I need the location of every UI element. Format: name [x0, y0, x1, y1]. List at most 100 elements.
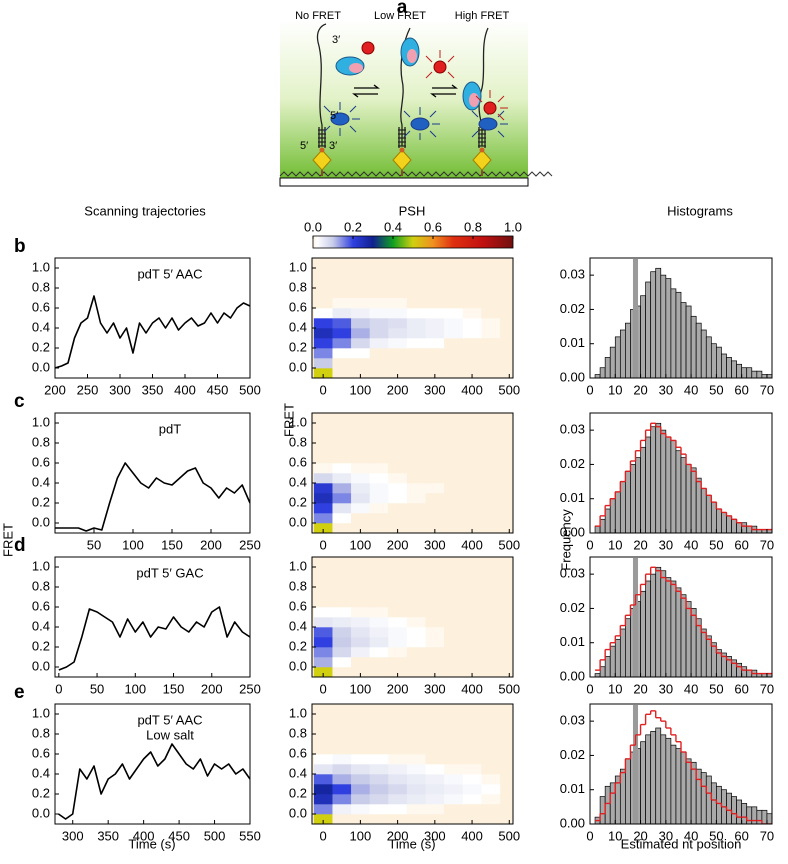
- heat-cell: [388, 814, 408, 824]
- heat-cell: [406, 794, 426, 805]
- bar: [731, 659, 737, 677]
- heat-cell: [406, 627, 426, 638]
- heat-cell: [425, 744, 445, 755]
- annotation: pdT: [159, 421, 181, 436]
- trajectory: [55, 462, 250, 532]
- heat-cell: [444, 607, 464, 618]
- heat-cell: [313, 493, 333, 504]
- x-tick-label: 0: [586, 681, 593, 696]
- bar: [625, 618, 631, 677]
- heat-cell: [425, 453, 445, 464]
- heat-cell: [406, 483, 426, 494]
- heat-cell: [406, 328, 426, 339]
- x-tick-label: 200: [387, 828, 409, 843]
- heat-cell: [313, 637, 333, 648]
- bar: [655, 422, 662, 533]
- heat-cell: [481, 523, 501, 533]
- heat-cell: [369, 348, 389, 359]
- heat-cell: [481, 597, 501, 608]
- bar: [670, 580, 677, 677]
- x-tick-label: 200: [387, 537, 409, 552]
- y-tick-label: 0.00: [560, 369, 585, 384]
- strand-label: 3′: [332, 34, 340, 46]
- trajectory: [58, 743, 250, 820]
- heat-cell: [369, 463, 389, 474]
- bar: [650, 271, 657, 378]
- x-tick-label: 250: [239, 537, 261, 552]
- x-tick-label: 50: [709, 537, 723, 552]
- bar: [680, 457, 687, 533]
- heat-cell: [444, 744, 464, 755]
- heat-cell: [425, 764, 445, 775]
- heat-cell: [462, 328, 482, 339]
- heat-cell: [313, 483, 333, 494]
- heat-cell: [462, 368, 482, 378]
- y-tick-label: 0.0: [289, 805, 307, 820]
- x-tick-label: 450: [168, 828, 190, 843]
- heat-cell: [388, 754, 408, 765]
- heat-cell: [481, 627, 501, 638]
- heat-cell: [444, 657, 464, 668]
- bar: [604, 656, 611, 677]
- panel-a: a: [279, 0, 553, 187]
- heat-cell: [444, 308, 464, 319]
- heat-cell: [369, 607, 389, 618]
- x-tick-label: 30: [659, 828, 673, 843]
- plot-area: [55, 295, 250, 369]
- bar: [721, 512, 727, 533]
- bar: [751, 806, 758, 824]
- y-tick-label: 1.0: [32, 414, 50, 429]
- y-axis-label: FRET: [0, 523, 15, 557]
- y-tick-label: 0.03: [560, 713, 585, 728]
- bar: [594, 374, 601, 378]
- x-tick-label: 0: [55, 681, 62, 696]
- y-tick-label: 0.2: [32, 494, 50, 509]
- bar: [741, 522, 748, 533]
- bar: [741, 367, 748, 378]
- bar: [695, 322, 702, 378]
- heat-cell: [351, 523, 370, 533]
- bar: [609, 346, 616, 378]
- bar: [614, 336, 621, 378]
- x-tick-label: 200: [201, 681, 223, 696]
- heat-cell: [425, 804, 445, 815]
- heat-cell: [444, 627, 464, 638]
- bar: [645, 734, 652, 824]
- donors: [323, 102, 508, 140]
- heat-cell: [406, 318, 426, 329]
- heat-cell: [444, 493, 464, 504]
- heat-cell: [313, 358, 333, 369]
- x-tick-label: 0: [586, 537, 593, 552]
- bar: [650, 426, 657, 533]
- heat-cell: [388, 463, 408, 474]
- heat-cell: [481, 754, 501, 765]
- heat-cell: [388, 298, 408, 309]
- heat-cell: [313, 627, 333, 638]
- heat-cell: [351, 328, 370, 339]
- bar: [736, 662, 743, 677]
- heat-cell: [388, 784, 408, 795]
- heat-cell: [388, 774, 408, 785]
- heat-cell: [351, 338, 370, 349]
- bar: [726, 792, 732, 824]
- plot-area: [594, 558, 772, 677]
- x-tick-label: 500: [498, 681, 520, 696]
- heat-cell: [425, 774, 445, 785]
- bar: [710, 782, 717, 824]
- bar: [609, 645, 616, 677]
- heat-cell: [444, 794, 464, 805]
- heat-cell: [332, 617, 352, 628]
- x-tick-label: 0: [320, 681, 327, 696]
- heat-cell: [332, 328, 352, 339]
- plot-area: [312, 258, 513, 378]
- heat-cell: [313, 318, 333, 329]
- heat-cell: [388, 503, 408, 514]
- x-tick-label: 250: [77, 382, 99, 397]
- heat-cell: [444, 338, 464, 349]
- x-tick-label: 40: [684, 828, 698, 843]
- bar: [665, 278, 672, 378]
- bar: [716, 785, 722, 824]
- bar: [716, 346, 722, 378]
- heat-cell: [462, 298, 482, 309]
